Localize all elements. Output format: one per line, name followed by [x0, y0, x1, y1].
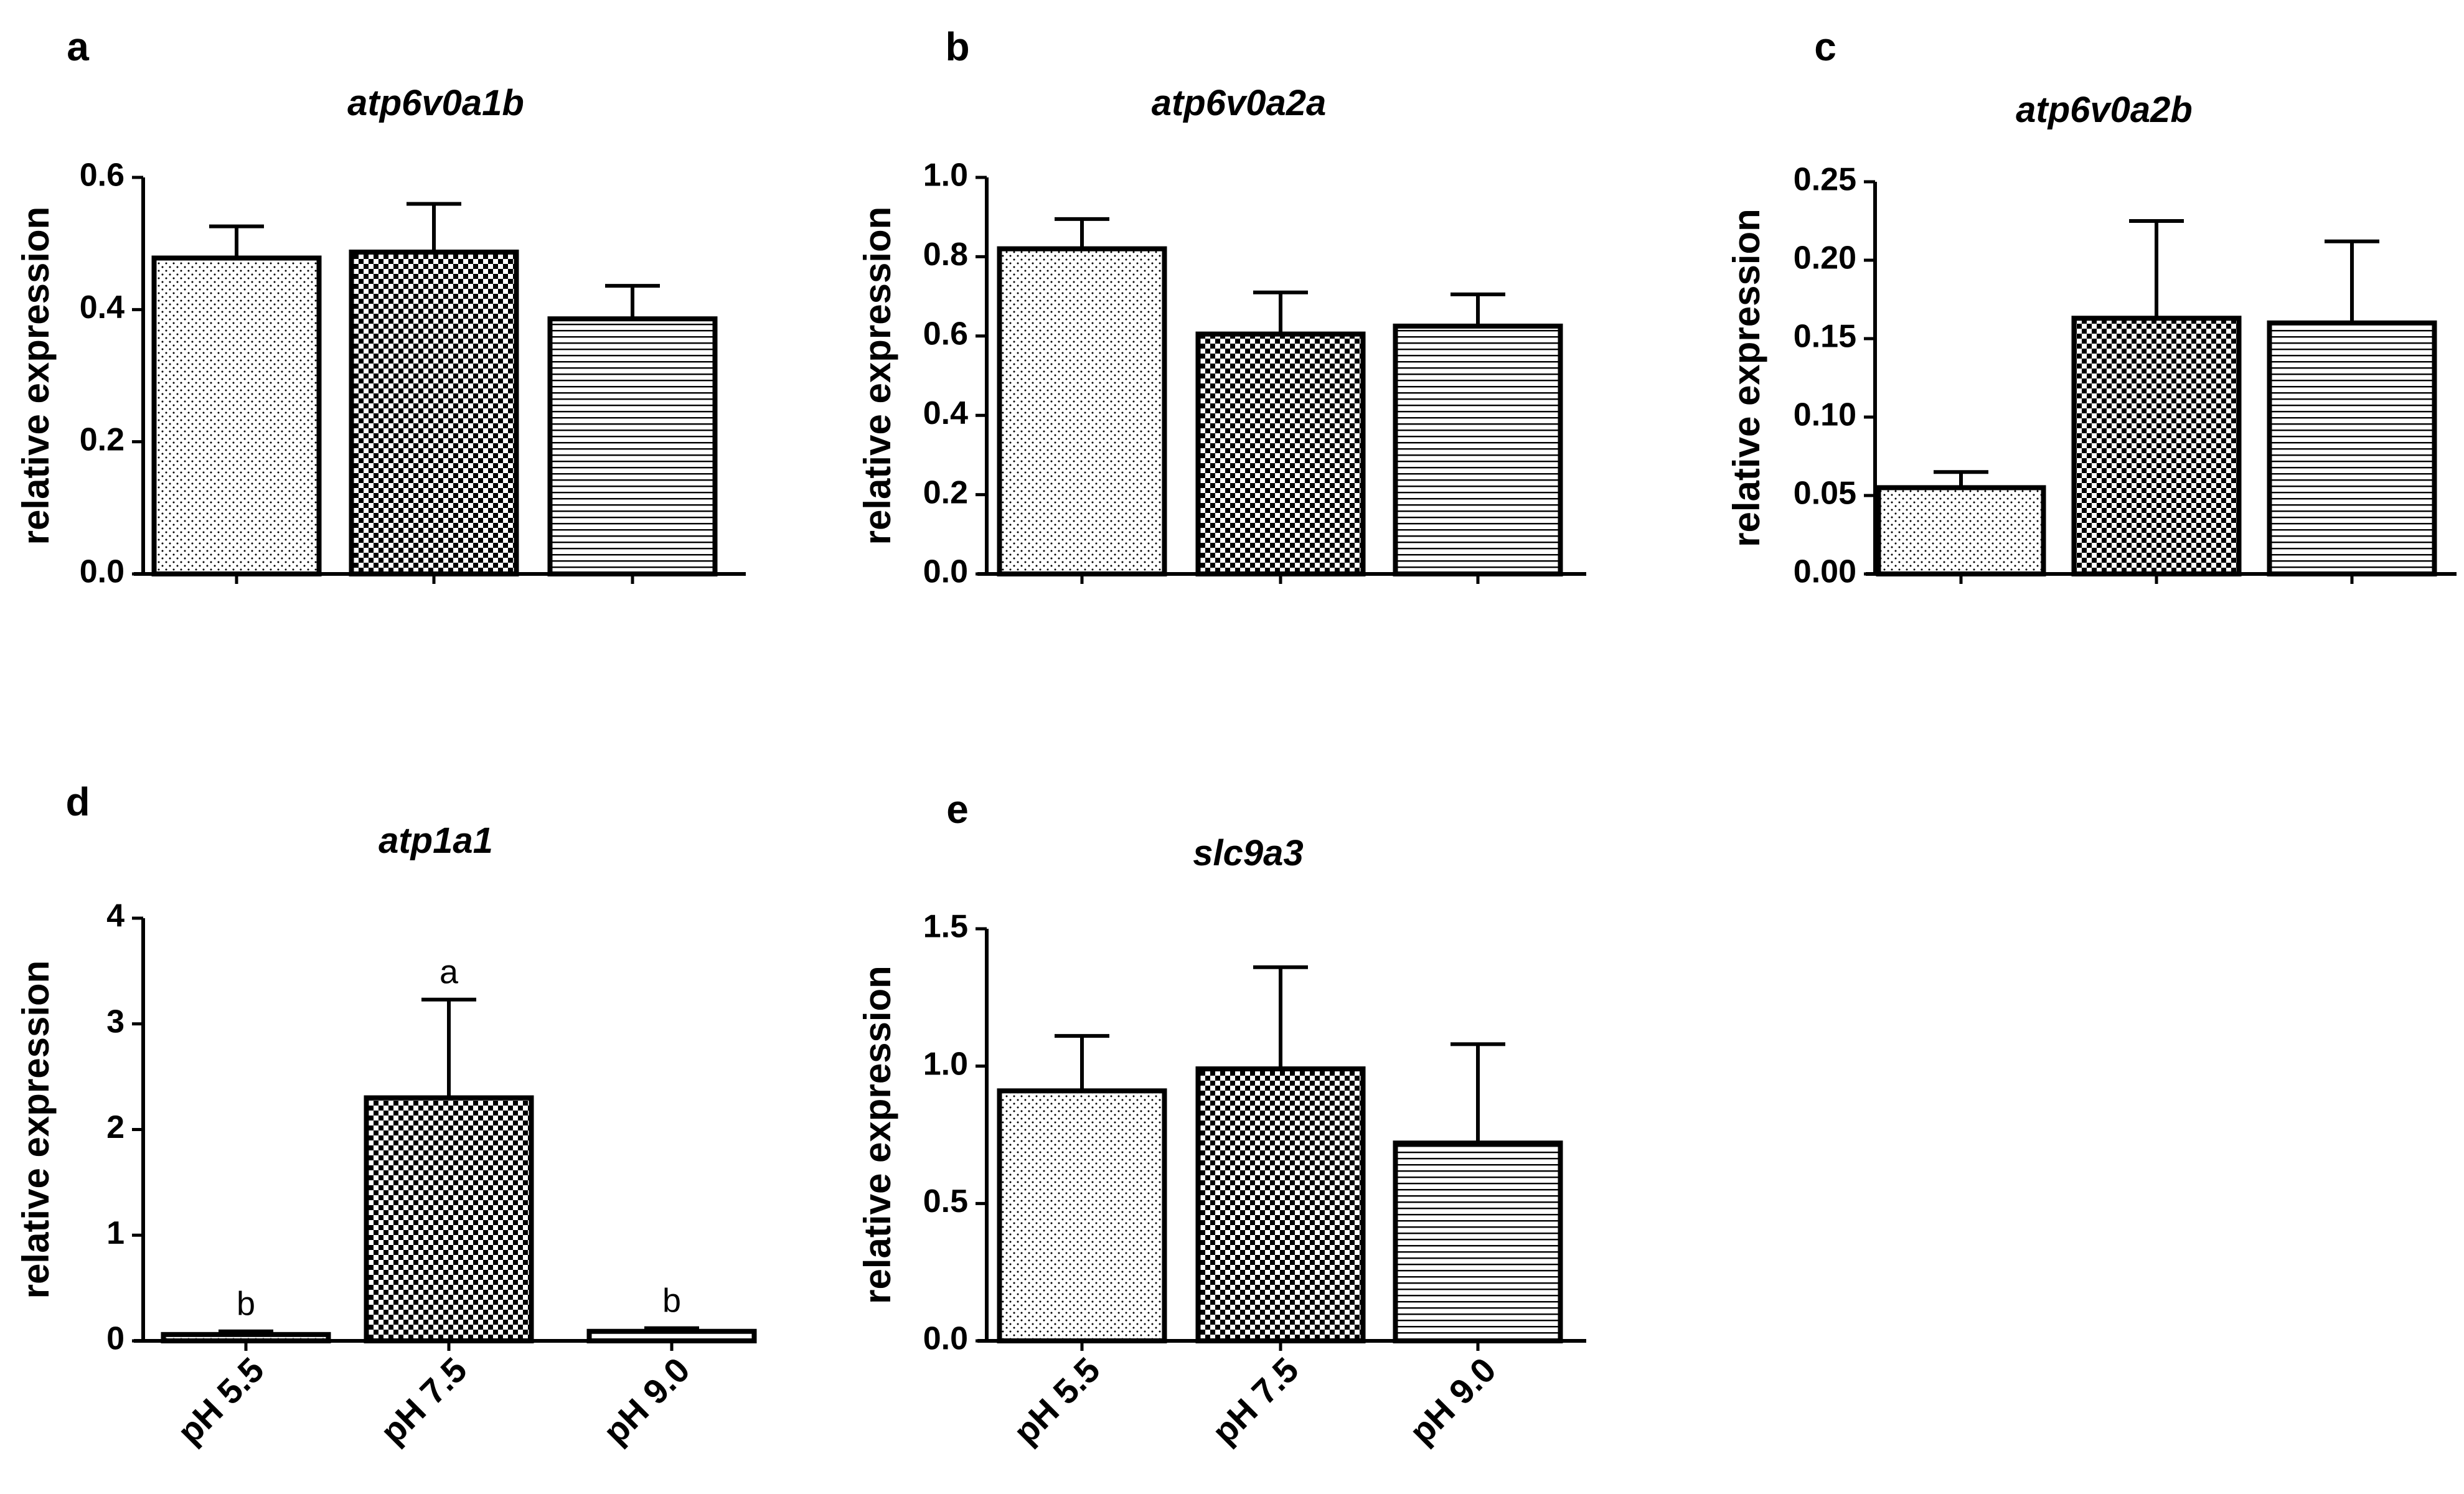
y-tick-label: 0.4: [923, 395, 968, 431]
y-tick-label: 0.05: [1794, 476, 1856, 512]
y-tick-label: 0.10: [1794, 397, 1856, 433]
y-tick-label: 0.2: [923, 474, 968, 510]
x-tick-label: pH 9.0: [1402, 1350, 1503, 1451]
bar: [151, 255, 322, 576]
bar: [1195, 1066, 1366, 1343]
y-tick-label: 0.6: [80, 157, 125, 194]
y-tick-label: 1: [106, 1215, 125, 1251]
bar: [997, 1088, 1167, 1344]
y-tick-label: 0.2: [80, 421, 125, 458]
x-tick-label: pH 5.5: [170, 1350, 271, 1451]
panel-letter: a: [67, 24, 89, 69]
bar: [364, 1095, 534, 1343]
chart-title: atp6v0a2b: [2016, 90, 2193, 130]
y-tick-label: 1.0: [923, 1046, 968, 1082]
y-tick-label: 0.4: [80, 289, 125, 326]
chart-title: atp1a1: [379, 820, 493, 861]
chart-title: slc9a3: [1193, 833, 1303, 873]
significance-letter: a: [440, 954, 459, 991]
panel-e: e slc9a3 relative expression 0.0 0.5 1.0 1.5 pH…: [857, 787, 1586, 1452]
panel-c: c atp6v0a2b relative expression 0.00 0.05 0.1…: [1726, 24, 2457, 590]
panel-b: b atp6v0a2a relative expression 0.0 0.2 0.4 0.…: [857, 24, 1586, 590]
x-tick-label: pH 5.5: [1006, 1350, 1107, 1451]
y-axis-label: relative expression: [15, 207, 57, 545]
bar: [1393, 1140, 1563, 1343]
y-tick-label: 0.15: [1794, 319, 1856, 355]
bar: [997, 246, 1167, 577]
bar: [1195, 331, 1366, 576]
panel-letter: d: [65, 779, 90, 824]
bar: [1393, 323, 1563, 576]
y-tick-label: 0.5: [923, 1183, 968, 1219]
y-tick-label: 0.20: [1794, 240, 1856, 276]
panel-d: d atp1a1 relative expression b a b 0 1 2 3 4 pH 5.5…: [15, 779, 757, 1452]
panel-letter: e: [946, 787, 969, 832]
y-tick-label: 0: [106, 1321, 125, 1357]
x-tick-label: pH 9.0: [596, 1350, 697, 1451]
y-tick-label: 0.00: [1794, 554, 1856, 590]
y-tick-label: 1.5: [923, 909, 968, 945]
x-tick-label: pH 7.5: [373, 1350, 474, 1451]
bar: [2267, 320, 2437, 576]
y-tick-label: 0.0: [923, 1321, 968, 1357]
bar: [349, 249, 519, 576]
significance-letter: b: [662, 1282, 681, 1320]
panel-a: a atp6v0a1b relative expression 0.0 0.2 0.4 0.…: [15, 24, 746, 590]
x-tick-label: pH 7.5: [1205, 1350, 1306, 1451]
y-axis-label: relative expression: [1726, 209, 1767, 547]
chart-title: atp6v0a1b: [347, 83, 524, 123]
bar: [1876, 485, 2046, 577]
panel-letter: c: [1814, 24, 1836, 69]
y-axis-label: relative expression: [857, 207, 898, 545]
y-tick-label: 2: [106, 1109, 125, 1145]
y-tick-label: 1.0: [923, 157, 968, 194]
bar: [2071, 316, 2242, 576]
significance-letter: b: [237, 1285, 255, 1323]
y-tick-label: 0.0: [923, 554, 968, 590]
y-tick-label: 0.0: [80, 554, 125, 590]
y-axis-label: relative expression: [15, 961, 57, 1299]
panel-letter: b: [945, 24, 969, 69]
chart-title: atp6v0a2a: [1152, 83, 1327, 123]
y-tick-label: 0.8: [923, 237, 968, 273]
bar: [547, 316, 718, 576]
y-tick-label: 0.6: [923, 316, 968, 352]
y-tick-label: 4: [106, 898, 125, 934]
y-tick-label: 0.25: [1794, 162, 1856, 198]
y-tick-label: 3: [106, 1003, 125, 1040]
y-axis-label: relative expression: [857, 965, 898, 1304]
